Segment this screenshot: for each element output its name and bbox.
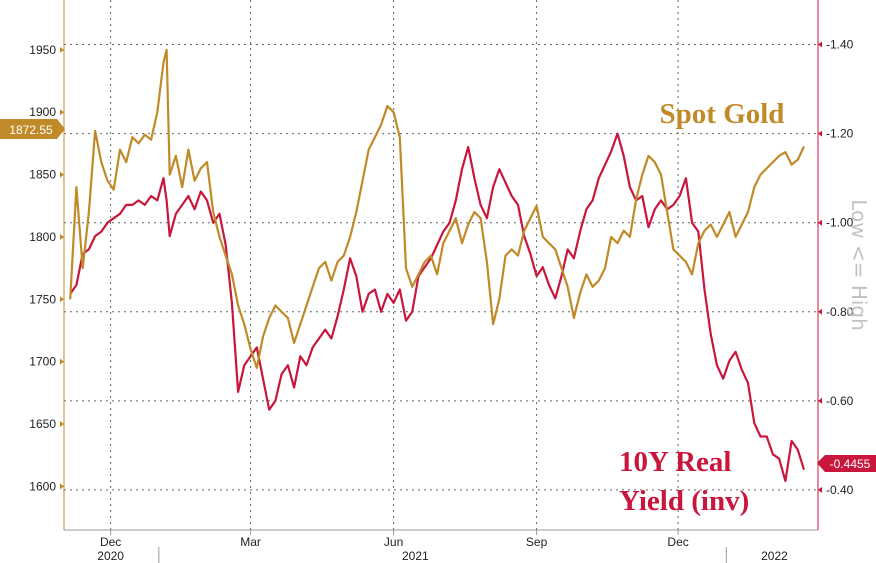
x-tick-label: Mar (240, 535, 261, 549)
x-tick-label: Dec (667, 535, 688, 549)
left-tick-label: 1650 (29, 417, 56, 431)
right-tick-label: -0.80 (826, 305, 854, 319)
x-year-label: 2021 (402, 549, 429, 563)
yield-last-value: -0.4455 (830, 457, 871, 471)
x-tick-label: Dec (100, 535, 121, 549)
yield-value-badge: -0.4455 (817, 455, 876, 472)
left-tick-mark (60, 233, 64, 240)
series-line-spot-gold (69, 48, 805, 369)
right-tick-label: -0.40 (826, 483, 854, 497)
series-line-real-yield (69, 132, 806, 483)
right-tick-mark (818, 41, 822, 48)
yield-series-label-line1: 10Y Real (619, 446, 732, 478)
left-tick-label: 1800 (29, 230, 56, 244)
left-tick-label: 1850 (29, 168, 56, 182)
left-tick-label: 1600 (29, 479, 56, 493)
left-tick-label: 1750 (29, 292, 56, 306)
right-axis-side-label: Low <= High (847, 199, 871, 331)
left-tick-mark (60, 171, 64, 178)
right-tick-mark (818, 397, 822, 404)
right-tick-label: -1.00 (826, 216, 854, 230)
left-tick-mark (60, 483, 64, 490)
left-tick-mark (60, 109, 64, 116)
right-tick-label: -1.20 (826, 127, 854, 141)
yield-series-label-line2: Yield (inv) (619, 485, 749, 517)
gold-value-badge: 1872.55 (0, 119, 65, 139)
yield-series-label: 10Y Real Yield (inv) (619, 446, 749, 517)
left-axis-ticks: 1600 1650 1700 1750 1800 1850 1900 1950 (29, 43, 64, 493)
x-tick-label: Sep (526, 535, 548, 549)
series-layer (69, 48, 806, 483)
right-tick-mark (818, 308, 822, 315)
x-year-label: 2022 (761, 549, 788, 563)
right-tick-label: -0.60 (826, 394, 854, 408)
right-tick-mark (818, 219, 822, 226)
left-tick-label: 1700 (29, 355, 56, 369)
x-tick-label: Jun (384, 535, 403, 549)
left-tick-mark (60, 296, 64, 303)
left-tick-mark (60, 46, 64, 53)
left-tick-mark (60, 421, 64, 427)
right-tick-mark (818, 130, 822, 137)
gold-series-label: Spot Gold (660, 98, 785, 130)
right-tick-label: -1.40 (826, 38, 854, 52)
left-tick-label: 1900 (29, 105, 56, 119)
right-axis-ticks: -0.40 -0.60 -0.80 -1.00 -1.20 -1.40 (818, 38, 854, 497)
grid (64, 0, 818, 530)
left-tick-mark (60, 358, 64, 365)
gold-last-value: 1872.55 (9, 123, 53, 137)
x-year-label: 2020 (97, 549, 124, 563)
axes (63, 0, 819, 531)
right-tick-mark (818, 486, 822, 493)
left-tick-label: 1950 (29, 43, 56, 57)
